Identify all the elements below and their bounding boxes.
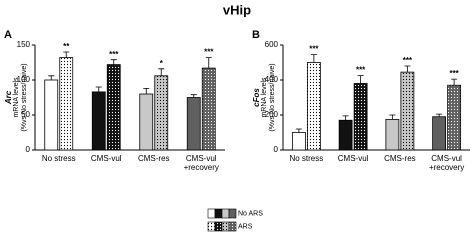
x-tick-label: CMS-vul +recovery [183, 154, 219, 172]
x-tick-label: CMS-res [137, 154, 170, 163]
y-label-gene: Arc [4, 90, 13, 105]
significance: *** [356, 66, 366, 75]
significance: *** [204, 48, 214, 57]
significance: *** [449, 69, 459, 78]
x-tick-label: No stress [289, 154, 324, 163]
figure: vHip A Arc mRNA levels (%vs No stress/naive… [4, 2, 470, 232]
legend-swatch [221, 208, 230, 219]
error-bar [158, 68, 165, 76]
y-tick-label: 400 [265, 75, 279, 84]
legend-label: ARS [238, 223, 253, 230]
significance: *** [403, 56, 413, 65]
legend-swatch [214, 208, 223, 219]
error-bar [404, 65, 411, 73]
bar [353, 83, 368, 151]
error-bar [436, 113, 443, 117]
y-label: (%vs No stress/naive) [21, 63, 28, 131]
significance: *** [309, 45, 319, 54]
legend-swatch [228, 208, 237, 219]
y-tick-label: 100 [17, 75, 31, 84]
bar [306, 62, 321, 151]
y-tick-label: 150 [17, 40, 31, 49]
error-bar [205, 57, 212, 69]
bar [400, 71, 415, 151]
error-bar [48, 75, 55, 80]
x-tick-label: CMS-vul [337, 154, 369, 163]
y-label: mRNA levels [13, 77, 20, 118]
error-bar [310, 54, 317, 63]
error-bar [110, 59, 117, 65]
y-label-gene: cFos [252, 88, 261, 107]
error-bar [63, 51, 70, 58]
legend-swatch [221, 221, 230, 232]
bar [291, 132, 306, 151]
bar [154, 75, 169, 151]
y-tick-label: 50 [21, 110, 30, 119]
legend-swatch [228, 221, 237, 232]
x-tick-label: CMS-vul +recovery [428, 154, 465, 172]
bar [338, 119, 353, 151]
bar [91, 91, 106, 151]
bar [201, 67, 216, 151]
error-bar [451, 78, 458, 86]
panel-label: B [252, 29, 260, 41]
bar [432, 116, 447, 151]
error-bar [357, 75, 364, 84]
y-tick-label: 200 [265, 110, 279, 119]
legend-swatch [207, 208, 216, 219]
bar [59, 57, 74, 151]
x-tick-label: No stress [41, 154, 76, 163]
bar [447, 84, 462, 151]
panel-label: A [4, 29, 12, 41]
significance: *** [109, 50, 119, 59]
legend-label: No ARS [238, 210, 263, 217]
x-tick-label: CMS-vul [90, 154, 122, 163]
figure-title: vHip [223, 2, 251, 17]
error-bar [295, 128, 302, 133]
bar [139, 93, 154, 151]
error-bar [95, 86, 102, 92]
y-label: mRNA levels [261, 77, 268, 118]
significance: ** [63, 42, 70, 51]
y-label: (%vs No stress/naive) [269, 63, 276, 131]
error-bar [190, 94, 197, 98]
y-tick-label: 0 [26, 145, 31, 154]
bar [106, 64, 121, 151]
y-tick-label: 600 [265, 40, 279, 49]
legend-swatch [207, 221, 216, 232]
bar [44, 79, 59, 151]
x-tick-label: CMS-res [384, 154, 416, 163]
y-tick-label: 0 [274, 145, 279, 154]
error-bar [143, 88, 150, 94]
legend-swatch [214, 221, 223, 232]
significance: * [160, 59, 164, 68]
error-bar [342, 115, 349, 121]
error-bar [389, 114, 396, 120]
bar [186, 97, 201, 151]
bar [385, 118, 400, 151]
